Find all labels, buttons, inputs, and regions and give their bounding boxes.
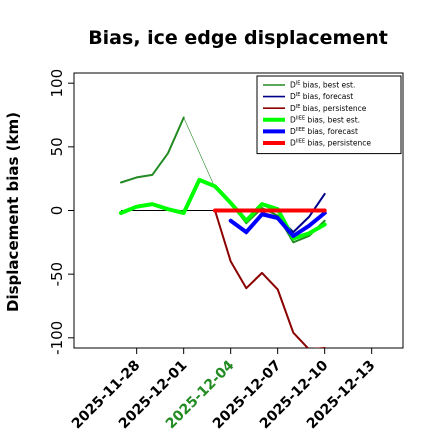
legend-label: DIE bias, forecast	[290, 92, 353, 101]
y-axis-label: Displacement bias (km)	[4, 112, 22, 312]
y-tick-label: 0	[48, 206, 66, 216]
legend-label: DIIEE bias, best est.	[290, 115, 360, 124]
y-tick-label: -50	[48, 262, 66, 287]
chart-title: Bias, ice edge displacement	[88, 27, 388, 49]
legend-box	[256, 75, 402, 155]
series-line-die-bias-forecast	[229, 192, 326, 235]
x-axis: 2025-11-282025-12-012025-12-042025-12-07…	[69, 348, 378, 432]
legend: DIE bias, best est. DIE bias, forecast DIE…	[256, 75, 402, 155]
series-line-die-bias-best-est	[120, 116, 185, 184]
series-line-die-bias-persistence	[214, 209, 326, 348]
legend-label: DIE bias, persistence	[290, 104, 367, 113]
y-tick-label: -100	[48, 321, 66, 355]
y-tick-label: 100	[48, 69, 66, 98]
legend-label: DIE bias, best est.	[290, 81, 355, 90]
series-line-die-bias-best-est-link	[183, 117, 216, 188]
y-axis: -100 -50 0 50 100	[48, 69, 74, 355]
series-line-diiee-bias-forecast	[228, 211, 327, 238]
legend-label: DIIEE bias, persistence	[290, 139, 371, 148]
series-layer	[119, 116, 327, 348]
legend-label: DIIEE bias, forecast	[290, 127, 358, 136]
y-tick-label: 50	[48, 137, 66, 156]
